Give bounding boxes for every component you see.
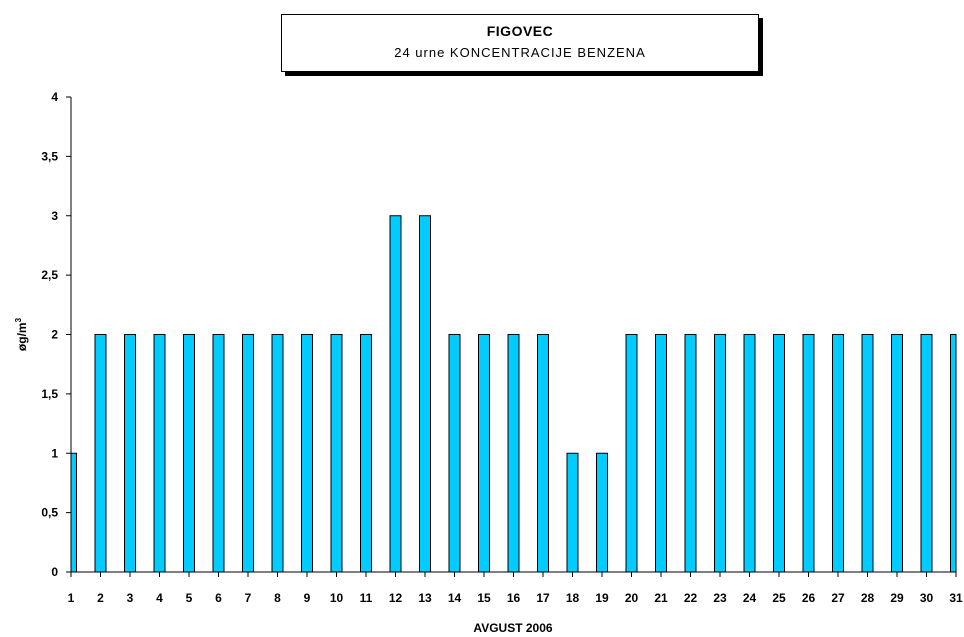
bar-day-9 xyxy=(301,334,313,573)
bar-day-20 xyxy=(625,334,638,573)
x-tick-label: 12 xyxy=(389,591,403,605)
chart-title: FIGOVEC xyxy=(486,23,554,39)
bar-day-30 xyxy=(920,334,933,573)
x-tick-label: 26 xyxy=(802,591,816,605)
x-tick-label: 29 xyxy=(890,591,904,605)
bar-day-7 xyxy=(242,334,254,573)
x-tick-label: 10 xyxy=(330,591,344,605)
x-tick-label: 11 xyxy=(360,591,373,605)
x-tick-label: 31 xyxy=(949,591,963,605)
bar-day-17 xyxy=(537,334,549,573)
bar-day-12 xyxy=(389,215,402,573)
x-tick-label: 30 xyxy=(920,591,934,605)
x-tick-label: 17 xyxy=(536,591,550,605)
bar-day-8 xyxy=(271,334,284,573)
bars-group xyxy=(70,215,957,573)
x-ticks-group: 1 2 3 4 5 6 7 8 9 10 11 12 13 14 15 16 17 18 19 20 21 22 23 24 2… xyxy=(68,572,963,605)
x-tick-label: 4 xyxy=(156,591,163,605)
x-tick-label: 21 xyxy=(654,591,668,605)
bar-day-28 xyxy=(861,334,874,573)
bar-day-10 xyxy=(330,334,343,573)
x-tick-label: 24 xyxy=(743,591,757,605)
y-tick-label: 2,5 xyxy=(41,268,58,282)
y-tick-label: 1 xyxy=(51,446,58,460)
y-axis-title-superscript: 3 xyxy=(14,317,23,322)
bar-day-13 xyxy=(419,215,431,573)
bar-day-23 xyxy=(714,334,726,573)
bar-day-16 xyxy=(507,334,520,573)
x-tick-label: 7 xyxy=(245,591,252,605)
chart-title-box: FIGOVEC 24 urne KONCENTRACIJE BENZENA xyxy=(281,14,759,72)
x-tick-label: 13 xyxy=(418,591,432,605)
bar-day-26 xyxy=(802,334,815,573)
y-tick-label: 3 xyxy=(51,209,58,223)
x-tick-label: 16 xyxy=(507,591,521,605)
bar-day-27 xyxy=(832,334,844,573)
y-tick-label: 1,5 xyxy=(41,387,58,401)
x-tick-label: 20 xyxy=(625,591,639,605)
x-tick-label: 2 xyxy=(97,591,104,605)
bar-day-25 xyxy=(773,334,785,573)
y-axis-title-text: øg/m xyxy=(15,322,29,351)
x-tick-label: 22 xyxy=(684,591,698,605)
bar-day-29 xyxy=(891,334,903,573)
bar-day-14 xyxy=(448,334,461,573)
y-tick-label: 0,5 xyxy=(41,506,58,520)
bar-day-4 xyxy=(153,334,166,573)
bar-day-1 xyxy=(70,452,77,573)
x-tick-label: 6 xyxy=(215,591,222,605)
bar-day-3 xyxy=(124,334,136,573)
bar-day-6 xyxy=(212,334,225,573)
bar-day-31 xyxy=(950,334,957,573)
x-axis-title: AVGUST 2006 xyxy=(473,621,552,635)
x-tick-label: 19 xyxy=(595,591,609,605)
chart-subtitle: 24 urne KONCENTRACIJE BENZENA xyxy=(394,45,646,60)
x-tick-label: 3 xyxy=(127,591,134,605)
bar-day-24 xyxy=(743,334,756,573)
bar-day-19 xyxy=(596,452,608,573)
x-tick-label: 14 xyxy=(448,591,462,605)
x-tick-label: 15 xyxy=(477,591,491,605)
y-axis-title: øg/m3 xyxy=(14,317,29,351)
x-tick-label: 28 xyxy=(861,591,875,605)
x-tick-label: 1 xyxy=(68,591,75,605)
x-tick-label: 27 xyxy=(831,591,845,605)
bar-day-18 xyxy=(566,452,579,573)
bar-day-2 xyxy=(94,334,107,573)
bar-day-22 xyxy=(684,334,697,573)
x-tick-label: 18 xyxy=(566,591,580,605)
x-tick-label: 9 xyxy=(304,591,311,605)
y-ticks-group: 0 0,5 1 1,5 2 2,5 3 3,5 4 xyxy=(41,90,71,579)
y-tick-label: 4 xyxy=(51,90,58,104)
bar-day-5 xyxy=(183,334,195,573)
x-tick-label: 8 xyxy=(274,591,281,605)
y-tick-label: 2 xyxy=(51,328,58,342)
bar-day-11 xyxy=(360,334,372,573)
bar-day-21 xyxy=(655,334,667,573)
x-tick-label: 5 xyxy=(186,591,193,605)
y-tick-label: 0 xyxy=(51,565,58,579)
y-tick-label: 3,5 xyxy=(41,149,58,163)
x-tick-label: 23 xyxy=(713,591,727,605)
bar-day-15 xyxy=(478,334,490,573)
x-tick-label: 25 xyxy=(772,591,786,605)
